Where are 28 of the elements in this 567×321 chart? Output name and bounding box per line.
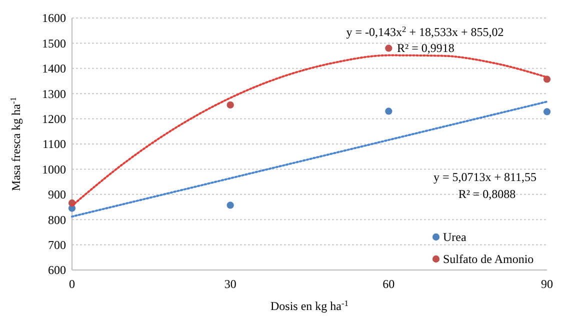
point [385, 108, 392, 115]
point [226, 101, 234, 108]
x-axis-title: Dosis en kg ha$^{-1}$ [270, 298, 348, 313]
x-tick-label: 0 [69, 277, 75, 291]
point [543, 76, 551, 83]
y-tick-label: 900 [48, 188, 66, 202]
y-tick-label: 1600 [42, 11, 66, 26]
y-tick-label: 1300 [42, 86, 66, 101]
point [385, 44, 392, 52]
y-tick-label: 1500 [42, 36, 66, 50]
x-tick-label: 60 [382, 277, 395, 291]
annotation: R² = 0,8088 [458, 187, 516, 201]
y-tick-label: 1400 [42, 62, 66, 76]
point [543, 108, 551, 116]
y-tick-label: 800 [48, 212, 66, 227]
point [226, 202, 234, 209]
y-tick-label: 1200 [42, 112, 66, 126]
legend-label: Urea [443, 230, 467, 244]
annotation: y = -0,143x$^{2}$ + 18,533x + 855,02 [346, 24, 504, 39]
y-tick-label: 1000 [42, 162, 66, 176]
annotation: R² = 0,9918 [397, 41, 454, 55]
x-tick-label: 90 [541, 277, 553, 291]
x-tick-label: 30 [224, 277, 236, 291]
y-tick-label: 600 [48, 263, 66, 278]
y-tick-label: 1100 [42, 137, 66, 152]
legend-label: Sulfato de Amonio [443, 252, 534, 266]
annotation: y = 5,0713x + 811,55 [433, 170, 537, 184]
y-tick-label: 700 [48, 238, 66, 252]
